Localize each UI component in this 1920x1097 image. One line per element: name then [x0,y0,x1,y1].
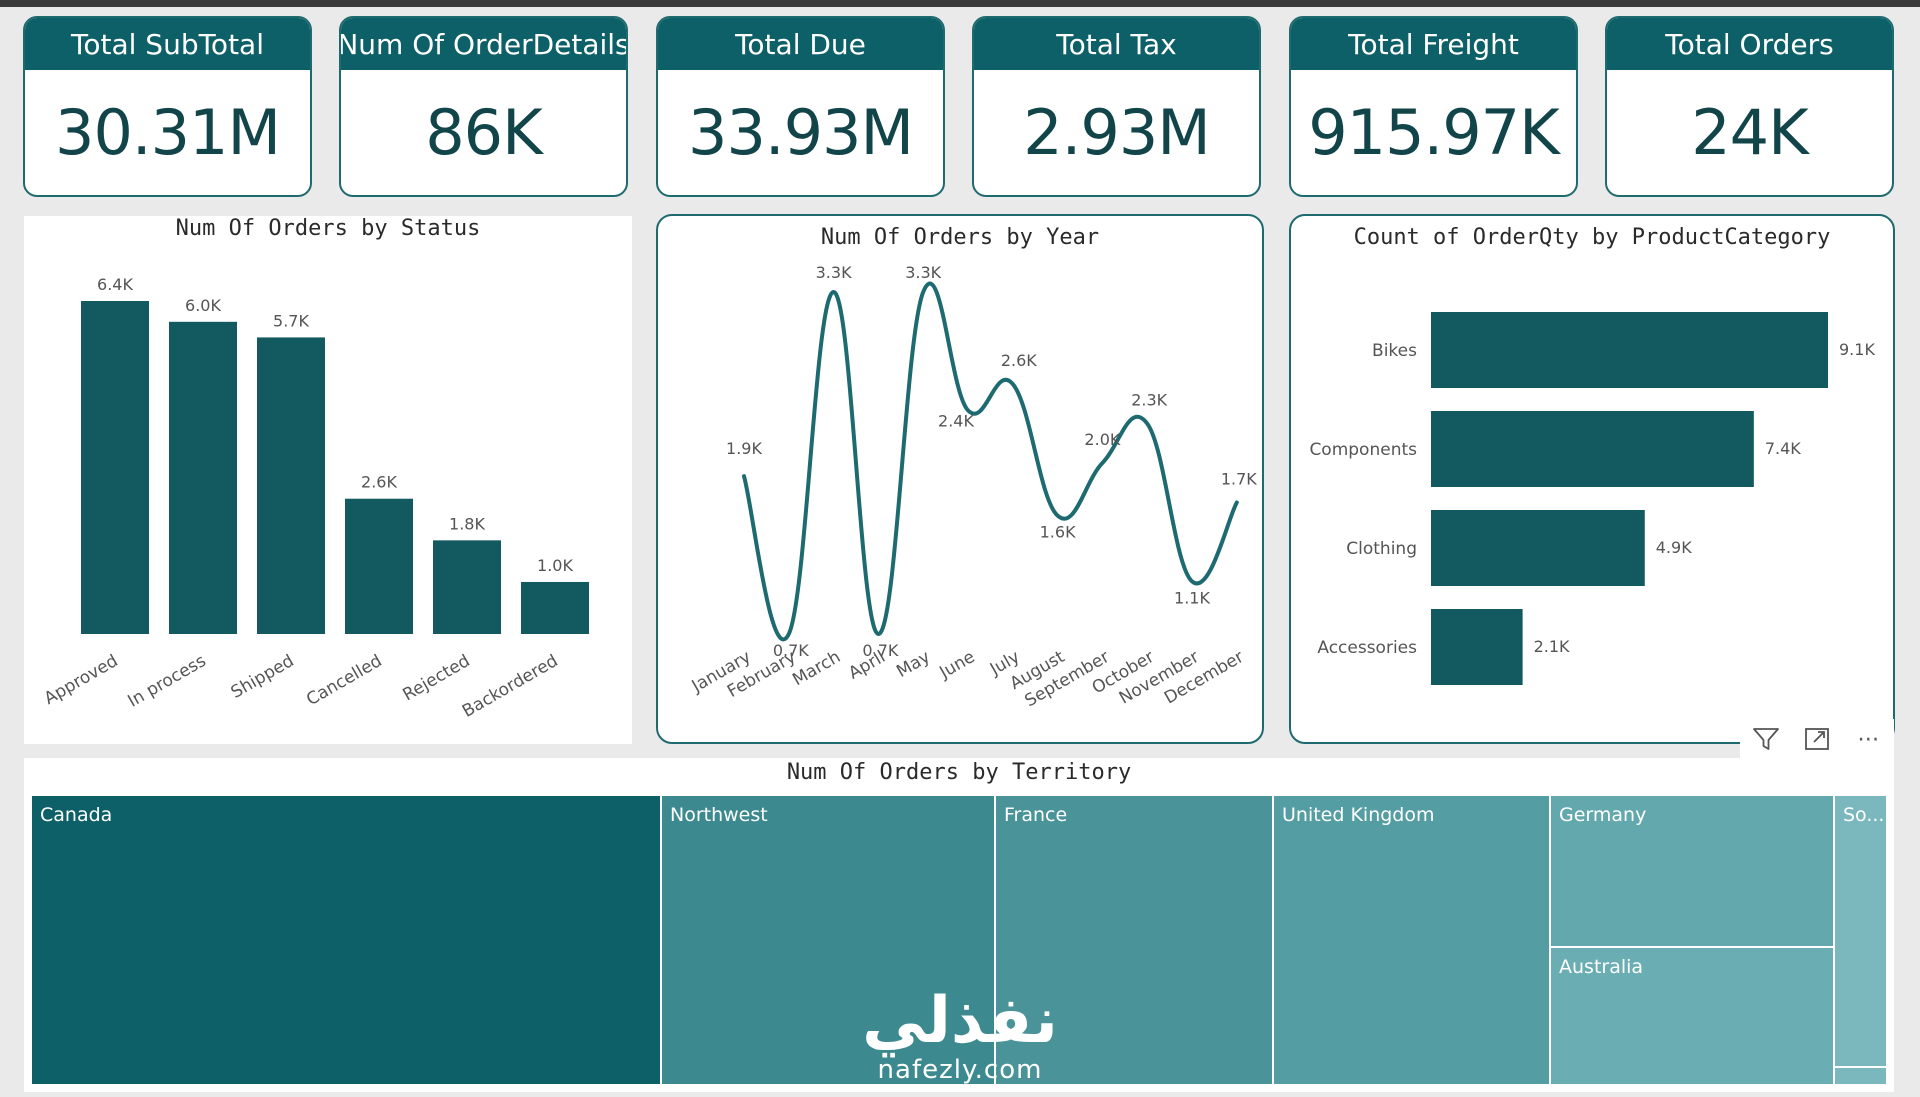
x-tick-label: Rejected [399,651,473,705]
bar [521,581,589,634]
kpi-value: 2.93M [1023,96,1211,169]
category-bar-svg: Bikes 9.1K Components 7.4K Clothing 4.9K Acces… [1309,312,1875,685]
watermark: نفذلي nafezly.com [850,985,1070,1083]
data-label: 3.3K [905,263,941,282]
data-label: 2.0K [1084,430,1120,449]
treemap-tile-northwest[interactable]: Northwest [662,796,996,1086]
more-options-icon[interactable]: ⋯ [1857,726,1880,752]
kpi-value: 24K [1691,96,1809,169]
kpi-value: 30.31M [55,96,281,169]
x-tick-label: Approved [41,651,122,709]
filter-icon[interactable] [1749,722,1783,756]
orders-by-status-chart[interactable]: Num Of Orders by Status 6.4K Approved 6.0K… [24,216,632,744]
orders-by-territory-chart[interactable]: Num Of Orders by Territory Canada Northw… [24,758,1894,1092]
data-label: 2.6K [361,473,397,492]
kpi-value: 86K [425,96,543,169]
kpi-card-total-freight[interactable]: Total Freight 915.97K [1289,16,1578,197]
data-label: 5.7K [273,311,309,330]
status-bar-svg: 6.4K Approved 6.0K In process 5.7K Shipped 2.6… [41,275,589,722]
data-label: 0.7K [862,641,898,660]
visual-header: ⋯ [1740,719,1894,759]
data-label: 9.1K [1839,340,1875,359]
x-tick-label: May [893,647,933,682]
y-tick-label: Accessories [1317,638,1417,658]
tile-label: So... [1843,804,1885,826]
bar [1431,312,1828,388]
chart-title: Num Of Orders by Year [820,225,1100,250]
bar [345,498,413,634]
focus-mode-icon[interactable] [1800,722,1834,756]
bar [433,540,501,634]
kpi-label: Total Freight [1291,18,1576,70]
data-label: 0.7K [773,641,809,660]
kpi-value: 33.93M [688,96,914,169]
tile-label: Canada [40,804,113,826]
tile-label: Australia [1559,956,1644,978]
treemap-tile-united-kingdom[interactable]: United Kingdom [1274,796,1551,1086]
watermark-latin: nafezly.com [877,1055,1043,1085]
watermark-arabic: نفذلي [862,984,1058,1058]
tile-label: France [1004,804,1068,826]
y-tick-label: Components [1309,440,1417,460]
orders-by-year-chart[interactable]: Num Of Orders by Year 1.9K January 0.7K Feb… [656,214,1264,744]
data-label: 3.3K [816,263,852,282]
kpi-label: Total Orders [1607,18,1892,70]
kpi-label: Total Tax [974,18,1259,70]
bar [1431,411,1754,487]
data-label: 6.0K [185,296,221,315]
data-label: 4.9K [1656,538,1692,557]
data-label: 1.9K [726,439,762,458]
treemap-tile-australia[interactable]: Australia [1551,948,1835,1086]
tile-label: United Kingdom [1282,804,1435,826]
data-label: 2.1K [1534,637,1570,656]
x-tick-label: Shipped [228,651,298,703]
x-tick-label: June [936,647,979,683]
bar [81,301,149,634]
y-tick-label: Clothing [1346,539,1417,559]
y-tick-label: Bikes [1372,341,1417,361]
kpi-card-total-subtotal[interactable]: Total SubTotal 30.31M [23,16,312,197]
data-label: 1.1K [1174,588,1210,607]
series-line [742,281,1239,642]
data-label: 1.7K [1221,469,1257,488]
treemap-tile-small[interactable] [1835,1068,1888,1086]
chart-title: Num Of Orders by Territory [786,760,1132,785]
treemap-area: Canada Northwest France United Kingdom G… [32,796,1888,1086]
kpi-label: Total SubTotal [25,18,310,70]
bar [169,321,237,634]
x-tick-label: Backordered [459,651,562,722]
kpi-label: Total Due [658,18,943,70]
treemap-tile-southwest[interactable]: So... [1835,796,1888,1068]
bar [257,337,325,634]
chart-title: Num Of Orders by Status [175,216,481,241]
kpi-value: 915.97K [1308,96,1560,169]
x-tick-label: In process [125,651,210,712]
chart-title: Count of OrderQty by ProductCategory [1353,225,1831,250]
kpi-card-num-of-orderdetails[interactable]: Num Of OrderDetails 86K [339,16,628,197]
data-label: 7.4K [1765,439,1801,458]
bar [1431,609,1523,685]
bar [1431,510,1645,586]
data-label: 6.4K [97,275,133,294]
data-label: 2.6K [1001,351,1037,370]
x-tick-label: Cancelled [303,651,385,710]
data-label: 2.3K [1131,391,1167,410]
tile-label: Germany [1559,804,1647,826]
data-label: 1.6K [1040,523,1076,542]
data-label: 1.0K [537,556,573,575]
orderqty-by-category-chart[interactable]: Count of OrderQty by ProductCategory Bik… [1289,214,1895,744]
kpi-card-total-due[interactable]: Total Due 33.93M [656,16,945,197]
data-label: 2.4K [938,411,974,430]
data-label: 1.8K [449,514,485,533]
treemap-tile-canada[interactable]: Canada [32,796,662,1086]
top-bar [0,0,1920,7]
treemap-tile-france[interactable]: France [996,796,1274,1086]
kpi-card-total-tax[interactable]: Total Tax 2.93M [972,16,1261,197]
kpi-card-total-orders[interactable]: Total Orders 24K [1605,16,1894,197]
kpi-label: Num Of OrderDetails [341,18,626,70]
treemap-tile-germany[interactable]: Germany [1551,796,1835,948]
tile-label: Northwest [670,804,768,826]
